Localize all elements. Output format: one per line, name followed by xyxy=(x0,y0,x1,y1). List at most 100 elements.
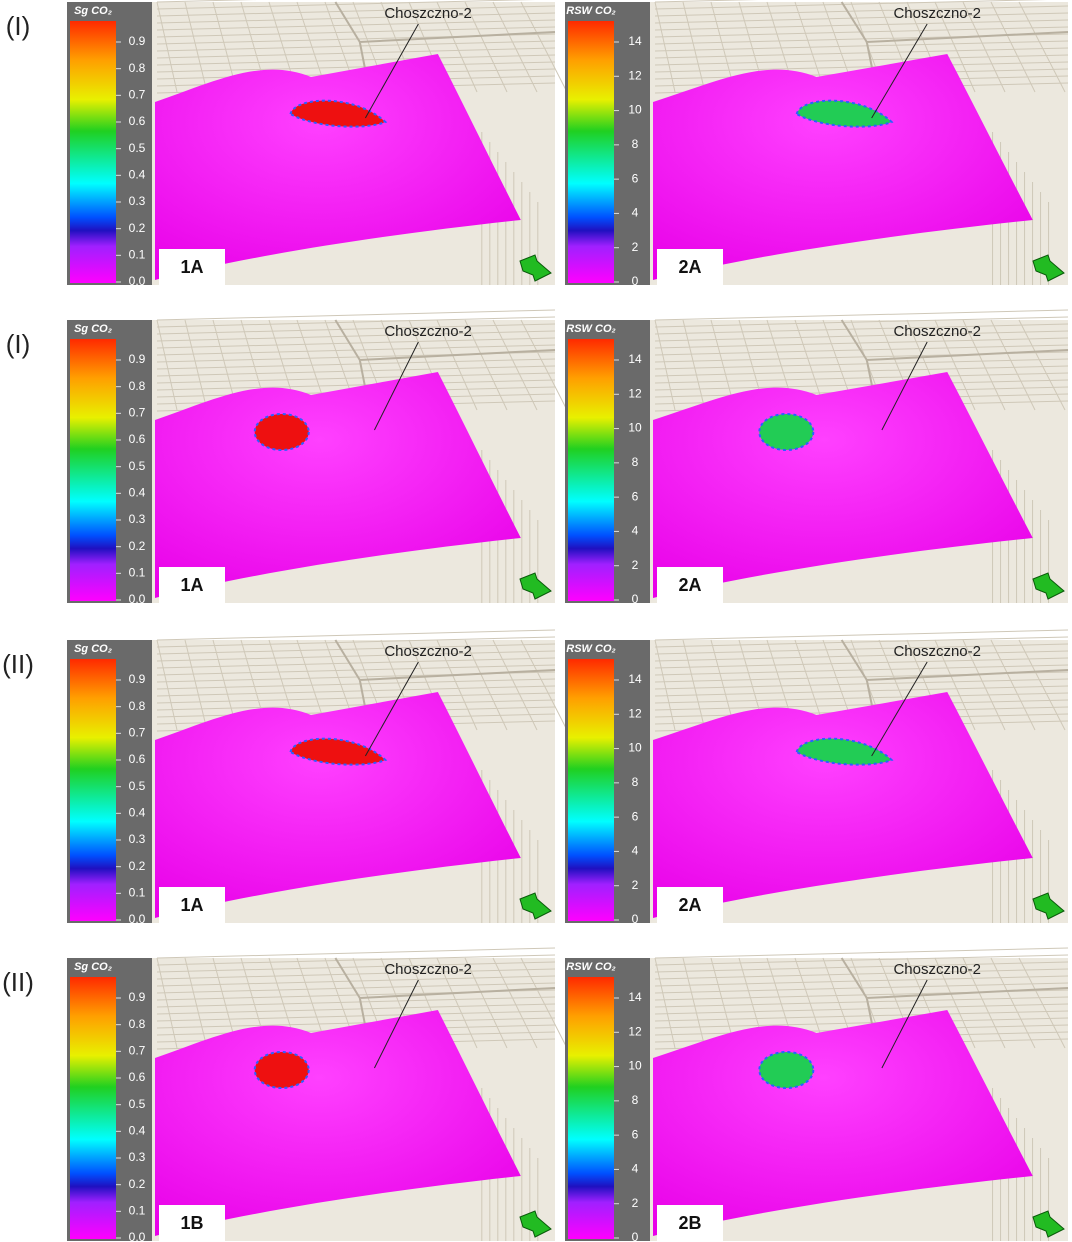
colorbar-tick-label: 0.3 xyxy=(129,1150,146,1164)
orientation-arrow xyxy=(519,892,552,920)
colorbar-tick-label: 6 xyxy=(632,1127,639,1141)
colorbar-tick-label: 12 xyxy=(628,68,642,82)
box-grid xyxy=(156,26,556,38)
colorbar-title: RSW CO₂ xyxy=(566,5,615,17)
box-grid xyxy=(156,685,556,697)
box-grid xyxy=(156,358,556,370)
colorbar-tick-label: 0 xyxy=(632,592,639,606)
box-grid xyxy=(156,379,556,391)
box-grid xyxy=(654,947,1069,959)
box-grid xyxy=(436,639,478,731)
surface xyxy=(653,372,1033,598)
box-grid xyxy=(682,1,706,93)
box-grid xyxy=(1018,639,1066,731)
colorbar-tick-label: 12 xyxy=(628,1024,642,1038)
colorbar-tick-label: 0.8 xyxy=(129,1017,146,1031)
box-grid xyxy=(654,0,759,3)
surface xyxy=(155,372,521,598)
box-grid xyxy=(156,61,556,73)
box-grid xyxy=(156,1010,556,1022)
box-grid xyxy=(156,699,556,711)
colorbar-title: Sg CO₂ xyxy=(74,5,112,17)
colorbar xyxy=(568,977,614,1239)
colorbar-tick-label: 2 xyxy=(632,240,639,254)
colorbar-tick-label: 0.9 xyxy=(129,990,146,1004)
panel: Choszczno-2 RSW CO₂ 14 12 10 8 6 4 2 0 2A xyxy=(565,0,1069,288)
orientation-arrow xyxy=(1032,572,1065,600)
box-grid xyxy=(156,0,257,3)
box-grid xyxy=(654,12,1069,24)
colorbar-tick-label: 0.9 xyxy=(129,34,146,48)
colorbar-tick-label: 0.7 xyxy=(129,726,146,740)
panel-tag-box xyxy=(159,887,225,923)
colorbar-tick-label: 0.4 xyxy=(129,168,146,182)
plume xyxy=(289,99,388,128)
colorbar xyxy=(568,659,614,921)
plume xyxy=(253,1051,310,1089)
box-grid xyxy=(184,319,208,411)
colorbar-tick-label: 0 xyxy=(632,274,639,288)
box-grid xyxy=(1018,957,1066,1049)
panel-tag: 1A xyxy=(180,895,203,915)
panel-tag-box xyxy=(657,1205,723,1241)
plume xyxy=(758,1051,815,1089)
panel: Choszczno-2 RSW CO₂ 14 12 10 8 6 4 2 0 2B xyxy=(565,947,1069,1242)
surface xyxy=(155,54,521,280)
colorbar-tick-label: 0.7 xyxy=(129,406,146,420)
colorbar-tick-label: 10 xyxy=(628,103,642,117)
orientation-arrow xyxy=(1032,254,1065,282)
box-grid xyxy=(156,636,556,648)
panel-tag-box xyxy=(159,249,225,285)
colorbar-tick-label: 0.6 xyxy=(129,752,146,766)
colorbar-tick-label: 8 xyxy=(632,1093,639,1107)
colorbar-tick-label: 10 xyxy=(628,1059,642,1073)
surface xyxy=(155,692,521,918)
box-grid xyxy=(156,316,556,328)
plume xyxy=(795,737,894,766)
colorbar-tick-label: 0 xyxy=(632,1230,639,1242)
box-grid xyxy=(156,0,536,10)
colorbar-tick-label: 0.9 xyxy=(129,352,146,366)
box-grid xyxy=(654,699,1069,711)
box-grid xyxy=(654,1003,1069,1015)
box-grid xyxy=(654,330,1069,342)
box-grid xyxy=(156,629,556,641)
box-grid xyxy=(962,319,1006,411)
box-grid xyxy=(654,61,1069,73)
panel-tag: 1A xyxy=(180,575,203,595)
well-leader xyxy=(871,661,928,757)
box-grid xyxy=(520,957,568,1049)
well-leader xyxy=(364,23,419,119)
well-label: Choszczno-2 xyxy=(384,5,472,22)
colorbar-title: RSW CO₂ xyxy=(566,961,615,973)
panel-tag-box xyxy=(657,249,723,285)
colorbar-tick-label: 0.6 xyxy=(129,114,146,128)
box-grid xyxy=(184,639,208,731)
box-grid xyxy=(934,1,976,93)
box-grid xyxy=(520,639,568,731)
box-grid xyxy=(156,968,556,980)
colorbar-tick-label: 14 xyxy=(628,352,642,366)
orientation-arrow xyxy=(1032,1210,1065,1238)
box-grid xyxy=(682,639,706,731)
box-grid xyxy=(156,12,556,24)
box-grid xyxy=(654,309,1069,321)
well-label: Choszczno-2 xyxy=(893,5,981,22)
panel-tag-box xyxy=(159,1205,225,1241)
colorbar-tick-label: 12 xyxy=(628,386,642,400)
colorbar-tick-label: 0 xyxy=(632,912,639,926)
box-grid xyxy=(654,975,1069,987)
box-grid xyxy=(962,957,1006,1049)
colorbar-tick-label: 12 xyxy=(628,706,642,720)
colorbar xyxy=(568,339,614,601)
colorbar-title: Sg CO₂ xyxy=(74,961,112,973)
box-grid xyxy=(156,975,556,987)
box-grid xyxy=(156,319,178,411)
box-grid xyxy=(654,1010,1069,1022)
colorbar-tick-label: 4 xyxy=(632,524,639,538)
box-grid xyxy=(156,330,556,342)
box-grid xyxy=(156,54,556,66)
box-grid xyxy=(156,650,556,662)
box-grid xyxy=(1018,1,1066,93)
plume xyxy=(289,737,388,766)
